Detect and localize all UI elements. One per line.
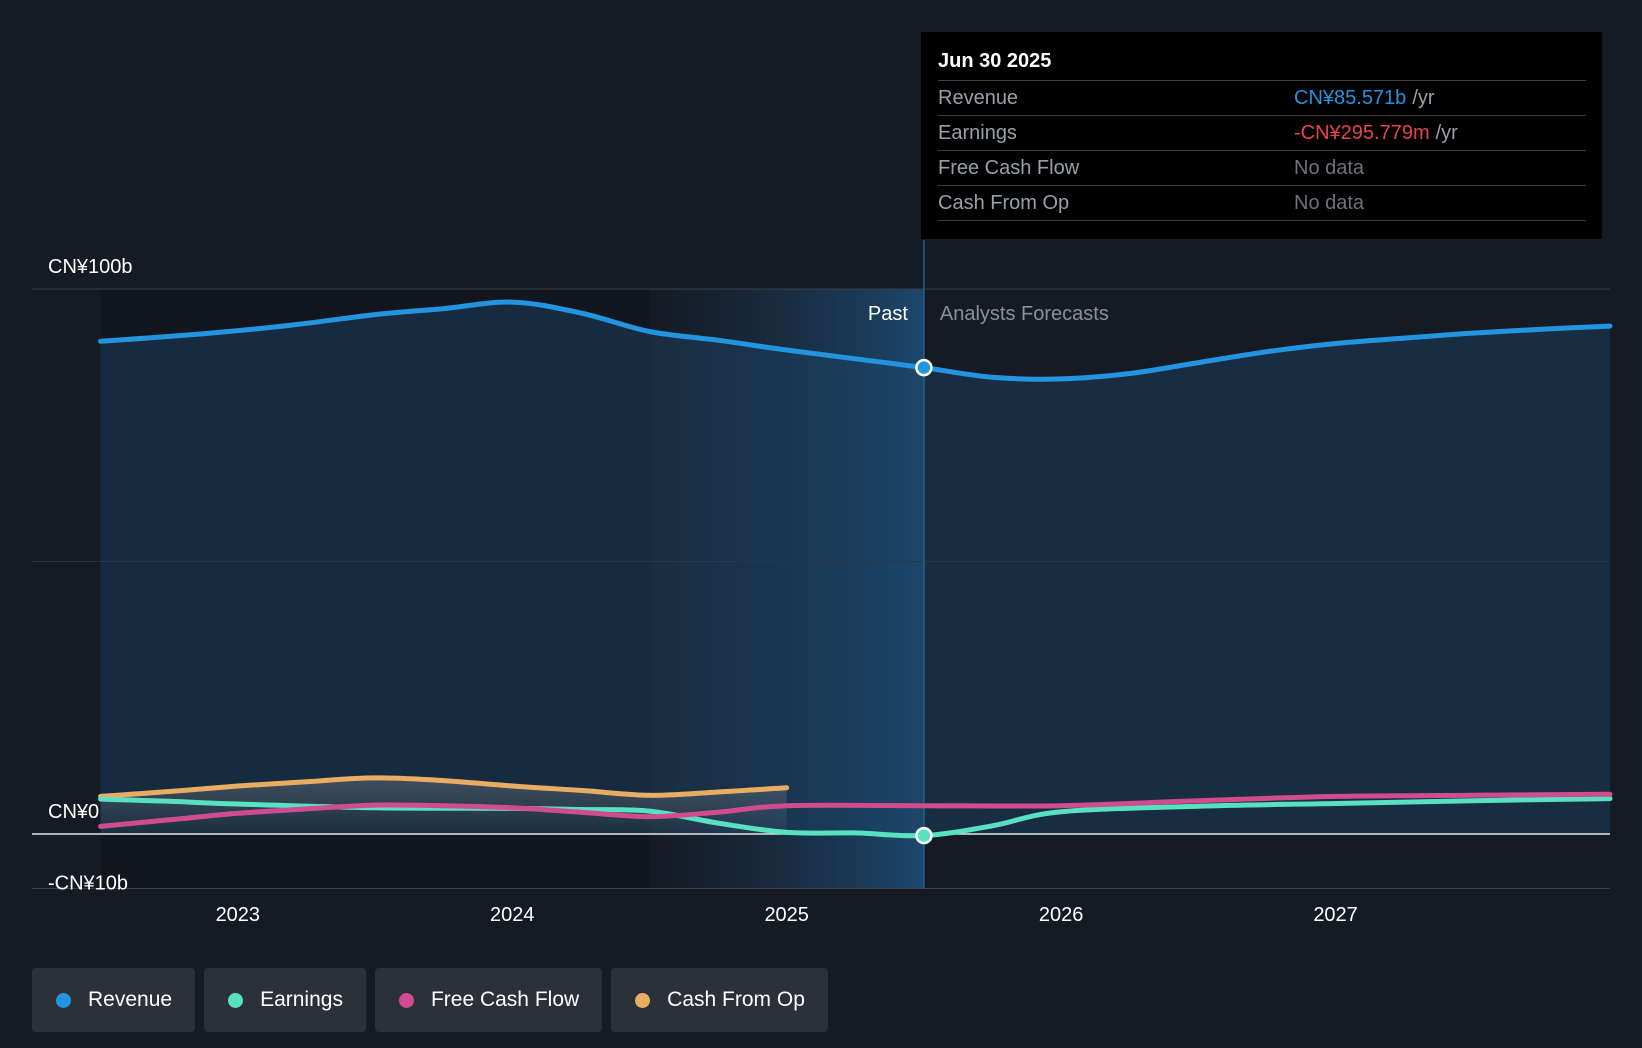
free-cash-flow-line [98,791,1613,829]
tooltip-unit: /yr [1435,122,1458,144]
past-label: Past [868,303,908,325]
tooltip-row-earnings: Earnings -CN¥295.779m /yr [938,116,1586,151]
legend-label: Revenue [88,988,173,1011]
x-tick-2025: 2025 [764,904,809,926]
y-label-100b: CN¥100b [48,256,133,278]
tooltip-date: Jun 30 2025 [938,46,1586,81]
legend-item-free-cash-flow[interactable]: Free Cash Flow [374,968,603,1032]
tooltip-value: No data [1294,192,1365,214]
x-tick-2027: 2027 [1313,904,1358,926]
legend-label: Cash From Op [667,988,805,1011]
revenue-marker[interactable] [915,358,933,377]
tooltip-label: Revenue [938,87,1019,109]
x-tick-2026: 2026 [1039,904,1084,926]
y-label-0: CN¥0 [48,801,99,823]
tooltip-row-revenue: Revenue CN¥85.571b /yr [938,81,1586,116]
tooltip-row-cash-from-op: Cash From Op No data [938,186,1586,221]
chart-legend: Revenue Earnings Free Cash Flow Cash Fro… [32,968,828,1032]
tooltip-value: No data [1294,157,1365,179]
tooltip-label: Cash From Op [938,192,1070,214]
x-tick-2024: 2024 [490,904,535,926]
tooltip-unit: /yr [1412,87,1435,109]
legend-item-cash-from-op[interactable]: Cash From Op [611,968,828,1032]
x-tick-2023: 2023 [216,904,261,926]
revenue-dot-icon [56,992,71,1008]
tooltip-panel: Jun 30 2025 Revenue CN¥85.571b /yr Earni… [921,32,1602,239]
tooltip-value: -CN¥295.779m [1294,122,1430,144]
legend-label: Earnings [260,988,343,1011]
legend-label: Free Cash Flow [430,988,580,1011]
tooltip-label: Earnings [938,122,1017,144]
tooltip-label: Free Cash Flow [938,157,1080,179]
legend-item-revenue[interactable]: Revenue [32,968,196,1032]
earnings-marker[interactable] [915,826,933,845]
tooltip-value: CN¥85.571b [1294,87,1407,109]
revenue-line [98,299,1613,382]
tooltip-row-free-cash-flow: Free Cash Flow No data [938,151,1586,186]
revenue-area [100,302,1611,835]
cash-from-op-dot-icon [635,992,651,1008]
free-cash-flow-dot-icon [398,992,414,1008]
y-label-neg10b: -CN¥10b [48,873,128,895]
earnings-dot-icon [228,992,244,1008]
legend-item-earnings[interactable]: Earnings [204,968,366,1032]
analysts-forecasts-label: Analysts Forecasts [940,303,1109,325]
cash-from-op-line [98,775,790,799]
